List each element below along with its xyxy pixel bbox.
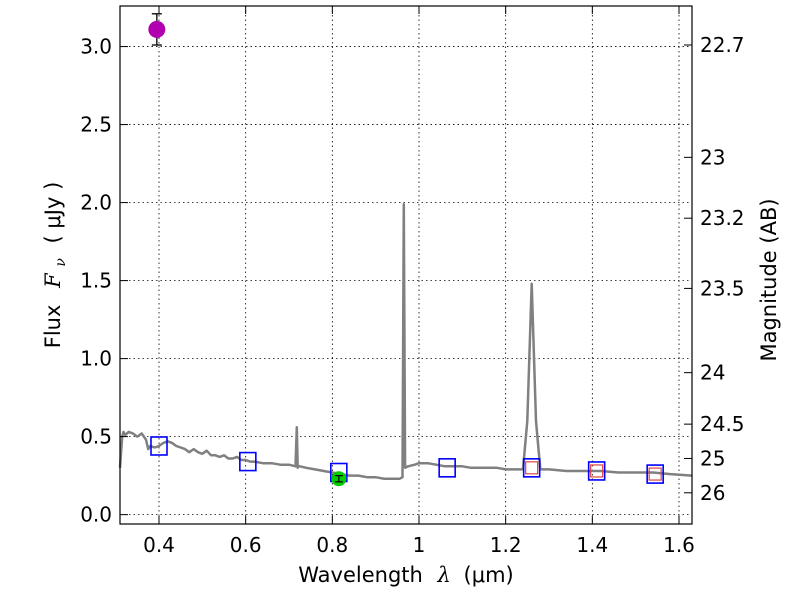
y-tick-label: 3.0 (80, 35, 112, 59)
y-axis-label-subscript: ν (53, 258, 69, 267)
grid-lines (120, 6, 692, 524)
x-tick-label: 1.6 (663, 533, 695, 557)
model-square (239, 451, 257, 472)
x-axis-label: Wavelength λ (μm) (298, 563, 513, 587)
outlier-point (148, 20, 166, 38)
y-tick-label: 2.0 (80, 191, 112, 215)
y2-tick-label: 24 (700, 361, 725, 385)
y2-tick-label: 23.2 (700, 206, 745, 230)
y-tick-label: 1.0 (80, 347, 112, 371)
x-axis-label-symbol: λ (437, 563, 451, 587)
x-tick-label: 0.6 (230, 533, 262, 557)
model-square (150, 436, 168, 456)
y-tick-label: 1.5 (80, 269, 112, 293)
y2-tick-label: 24.5 (700, 412, 745, 436)
y2-tick-label: 23.5 (700, 276, 745, 300)
y-axis-label-unit: ( μJy ) (41, 182, 65, 244)
observed-open-square (525, 461, 539, 475)
y-axis-label-text: Flux (41, 305, 65, 349)
markers (148, 13, 664, 487)
y2-tick-label: 25 (700, 446, 725, 470)
plot-area (118, 202, 693, 481)
model-square (438, 458, 456, 478)
x-axis-label-text: Wavelength (298, 563, 423, 587)
x-tick-label: 0.8 (316, 533, 348, 557)
axis-ticks: 0.4 0.6 0.8 1 1.2 1.4 1.6 0.0 0.5 1.0 1.5 2.0 2.5 3.0… (80, 6, 745, 557)
model-square (522, 458, 541, 478)
y-tick-label: 0.0 (80, 503, 112, 527)
x-tick-label: 1.2 (490, 533, 522, 557)
y-tick-label: 2.5 (80, 113, 112, 137)
plot-frame (119, 5, 693, 525)
y-tick-label: 0.5 (80, 425, 112, 449)
observed-open-square (648, 467, 662, 481)
observed-open-square (590, 464, 604, 478)
y-axis-label-symbol: F (41, 272, 65, 289)
x-tick-label: 1 (413, 533, 426, 557)
y2-tick-label: 26 (700, 481, 725, 505)
x-tick-label: 0.4 (143, 533, 175, 557)
y2-axis-label: Magnitude (AB) (757, 198, 781, 361)
y-axis-label: Flux F ν ( μJy ) (41, 182, 70, 349)
y2-tick-label: 22.7 (700, 33, 745, 57)
spectrum-line (118, 202, 693, 481)
x-axis-label-unit: (μm) (464, 563, 514, 587)
model-square (587, 461, 606, 481)
y2-tick-label: 23 (700, 145, 725, 169)
model-square (646, 464, 664, 484)
x-tick-label: 1.4 (576, 533, 608, 557)
